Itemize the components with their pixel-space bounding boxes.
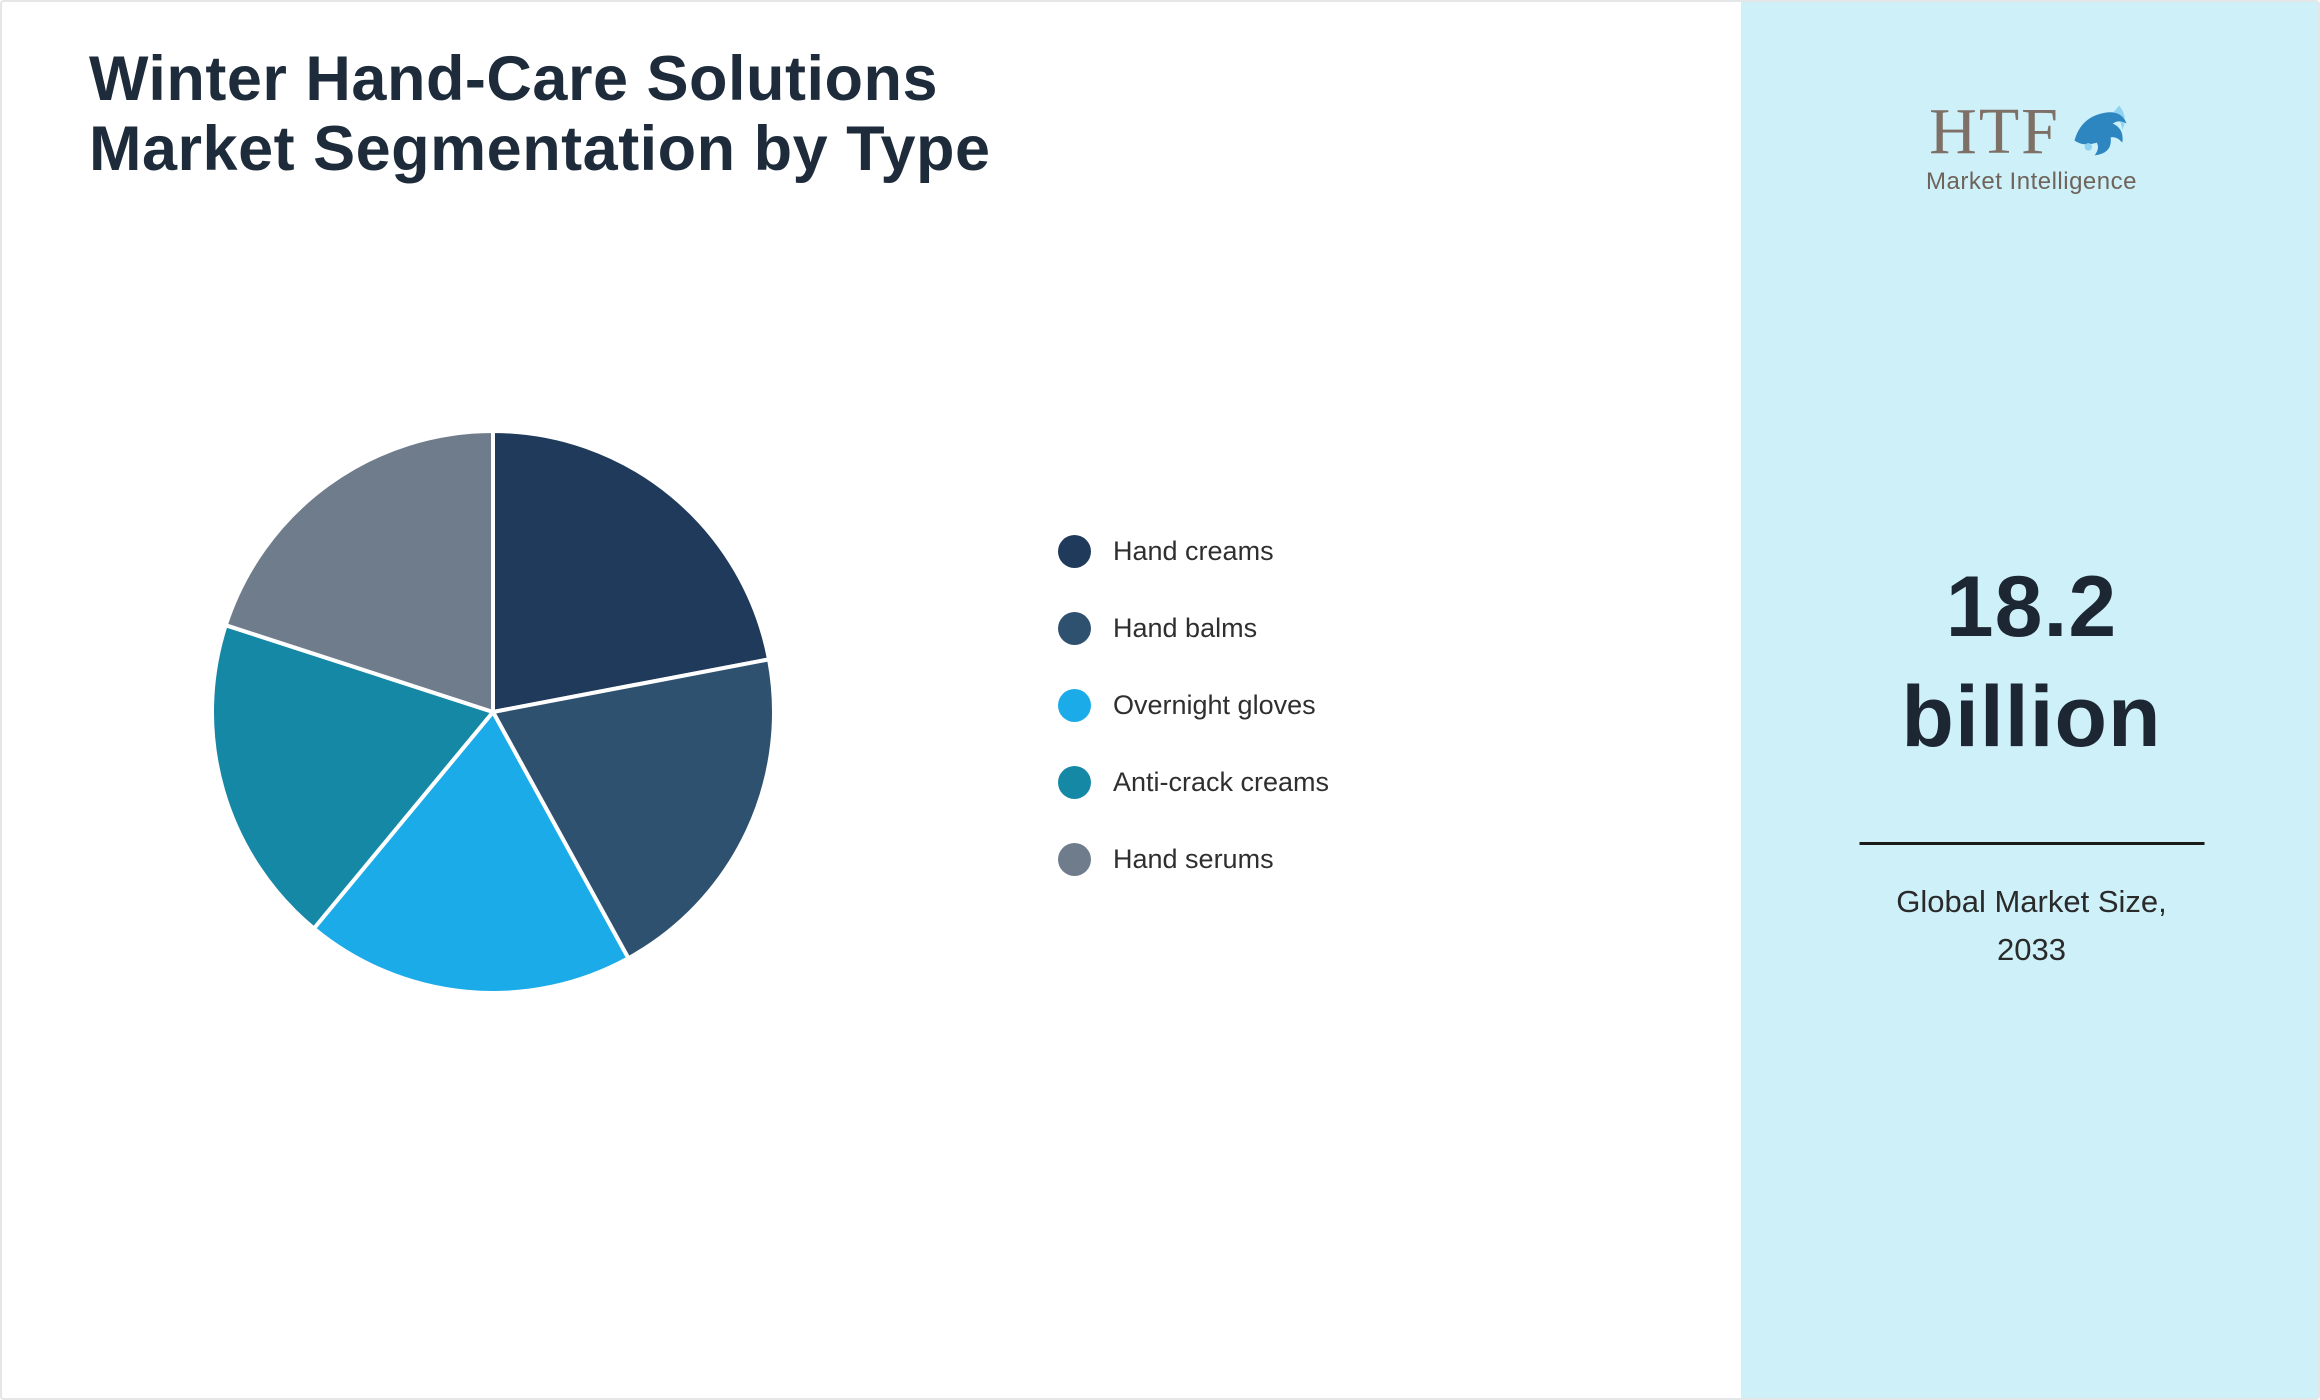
brand-logo-row: HTF [1929,98,2134,166]
legend-label: Hand serums [1113,843,1274,874]
divider-line [1859,842,2204,845]
legend-item: Hand creams [1058,531,1329,571]
pie-slice-hand-balms [491,657,776,961]
legend-swatch-icon [1058,765,1091,799]
market-size-caption: Global Market Size, 2033 [1741,878,2318,974]
page-title-line-2: Market Segmentation by Type [89,114,991,184]
pie-slice-overnight-gloves [311,710,631,995]
brand-name: HTF [1929,95,2060,168]
pie-chart-container [208,427,778,997]
market-caption-line-2: 2033 [1997,932,2066,967]
legend-swatch-icon [1058,534,1091,568]
market-size-value: 18.2 billion [1741,552,2318,772]
legend-label: Overnight gloves [1113,689,1316,720]
sidebar: HTF Market Intelligence 18.2 billion Glo… [1741,2,2318,1398]
market-size-unit: billion [1901,669,2162,765]
page-title-line-1: Winter Hand-Care Solutions [89,44,938,114]
legend-item: Hand balms [1058,608,1329,648]
legend-label: Hand creams [1113,535,1274,566]
brand-subtitle: Market Intelligence [1926,168,2137,195]
pie-slice-anti-crack-creams [210,623,495,931]
legend-swatch-icon [1058,611,1091,645]
pie-slice-hand-serums [223,429,495,714]
legend-label: Hand balms [1113,612,1258,643]
legend-item: Overnight gloves [1058,685,1329,725]
legend-label: Anti-crack creams [1113,766,1330,797]
legend-item: Anti-crack creams [1058,762,1329,802]
pie-chart [210,429,776,995]
brand-logo: HTF Market Intelligence [1741,98,2318,196]
legend: Hand creams Hand balms Overnight gloves Ant… [1058,531,1329,879]
market-size-number: 18.2 [1945,559,2118,655]
market-caption-line-1: Global Market Size, [1896,884,2167,919]
legend-item: Hand serums [1058,839,1329,879]
legend-swatch-icon [1058,842,1091,876]
page-title: Winter Hand-Care Solutions Market Segmen… [89,44,991,184]
pie-slice-hand-creams [491,429,772,714]
legend-swatch-icon [1058,688,1091,722]
dolphin-icon [2074,105,2127,156]
